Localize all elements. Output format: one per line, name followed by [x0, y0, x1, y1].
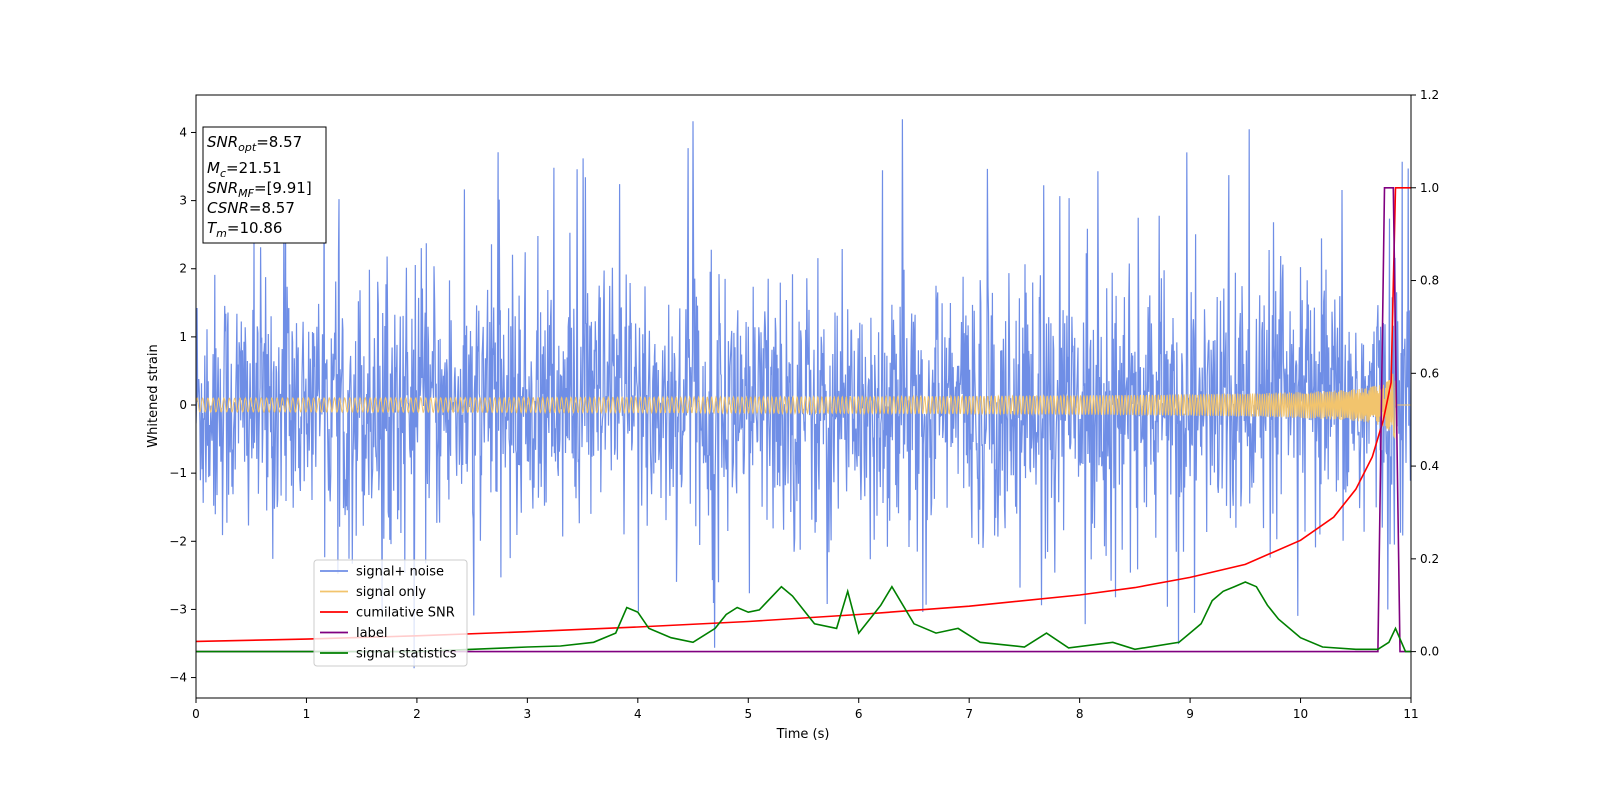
y-tick-label-right: 0.2 — [1420, 552, 1439, 566]
series-layer — [196, 119, 1411, 669]
y-tick-label-left: −1 — [169, 466, 187, 480]
y-tick-label-right: 0.0 — [1420, 645, 1439, 659]
legend: signal+ noise signal only cumilative SNR la… — [313, 559, 468, 667]
axis-layer: 0 1 2 3 4 5 6 7 8 9 10 11 −4 −3 −2 −1 0 1 2 3 4 0.0 0.2 0.4 0.6 0… — [169, 88, 1439, 721]
x-tick-label: 9 — [1186, 707, 1194, 721]
y-tick-label-left: 1 — [179, 330, 187, 344]
legend-label: cumilative SNR — [356, 606, 455, 621]
x-tick-label: 0 — [192, 707, 200, 721]
y-axis-label: Whitened strain — [146, 344, 161, 447]
y-tick-label-left: −3 — [169, 602, 187, 616]
annotation-frame — [202, 126, 327, 244]
legend-label: signal+ noise — [356, 565, 444, 580]
y-tick-label-left: 4 — [179, 125, 187, 139]
annotation-box: SNRopt=8.57 Mc=21.51SNRMF=[9.91]CSNR=8.57… — [202, 126, 327, 244]
x-tick-label: 2 — [413, 707, 421, 721]
x-tick-label: 7 — [965, 707, 973, 721]
x-tick-label: 6 — [855, 707, 863, 721]
x-tick-label: 4 — [634, 707, 642, 721]
x-tick-label: 8 — [1076, 707, 1084, 721]
y-tick-label-right: 0.8 — [1420, 274, 1439, 288]
annotation-line: Mc=21.51 — [207, 159, 282, 180]
y-tick-label-left: −4 — [169, 671, 187, 685]
y-tick-label-right: 0.4 — [1420, 459, 1439, 473]
x-tick-label: 11 — [1403, 707, 1418, 721]
series-cumilative-snr — [196, 187, 1411, 643]
series-label — [196, 187, 1411, 653]
annotation-line: SNRMF=[9.91] — [207, 179, 312, 200]
legend-frame — [313, 559, 468, 667]
legend-label: signal only — [356, 585, 426, 600]
y-tick-label-right: 1.2 — [1420, 88, 1439, 102]
plot-frame — [195, 94, 1412, 699]
x-tick-label: 5 — [744, 707, 752, 721]
x-axis-label: Time (s) — [776, 727, 830, 742]
x-tick-label: 1 — [303, 707, 311, 721]
series-signal-statistics — [196, 581, 1411, 653]
legend-label: label — [356, 626, 387, 641]
y-tick-label-left: 0 — [179, 398, 187, 412]
annotation-line: CSNR=8.57 — [207, 199, 295, 217]
annotation-line: SNRopt=8.57 — [207, 133, 302, 154]
series-signal-only — [196, 373, 1411, 439]
y-tick-label-right: 1.0 — [1420, 181, 1439, 195]
y-tick-label-left: 2 — [179, 262, 187, 276]
y-tick-label-left: −2 — [169, 534, 187, 548]
legend-label: signal statistics — [356, 647, 457, 662]
x-tick-label: 10 — [1293, 707, 1308, 721]
y-tick-label-right: 0.6 — [1420, 366, 1439, 380]
annotation-line: Tm=10.86 — [207, 219, 282, 240]
series-signal-noise — [196, 119, 1411, 669]
x-tick-label: 3 — [524, 707, 532, 721]
y-tick-label-left: 3 — [179, 194, 187, 208]
